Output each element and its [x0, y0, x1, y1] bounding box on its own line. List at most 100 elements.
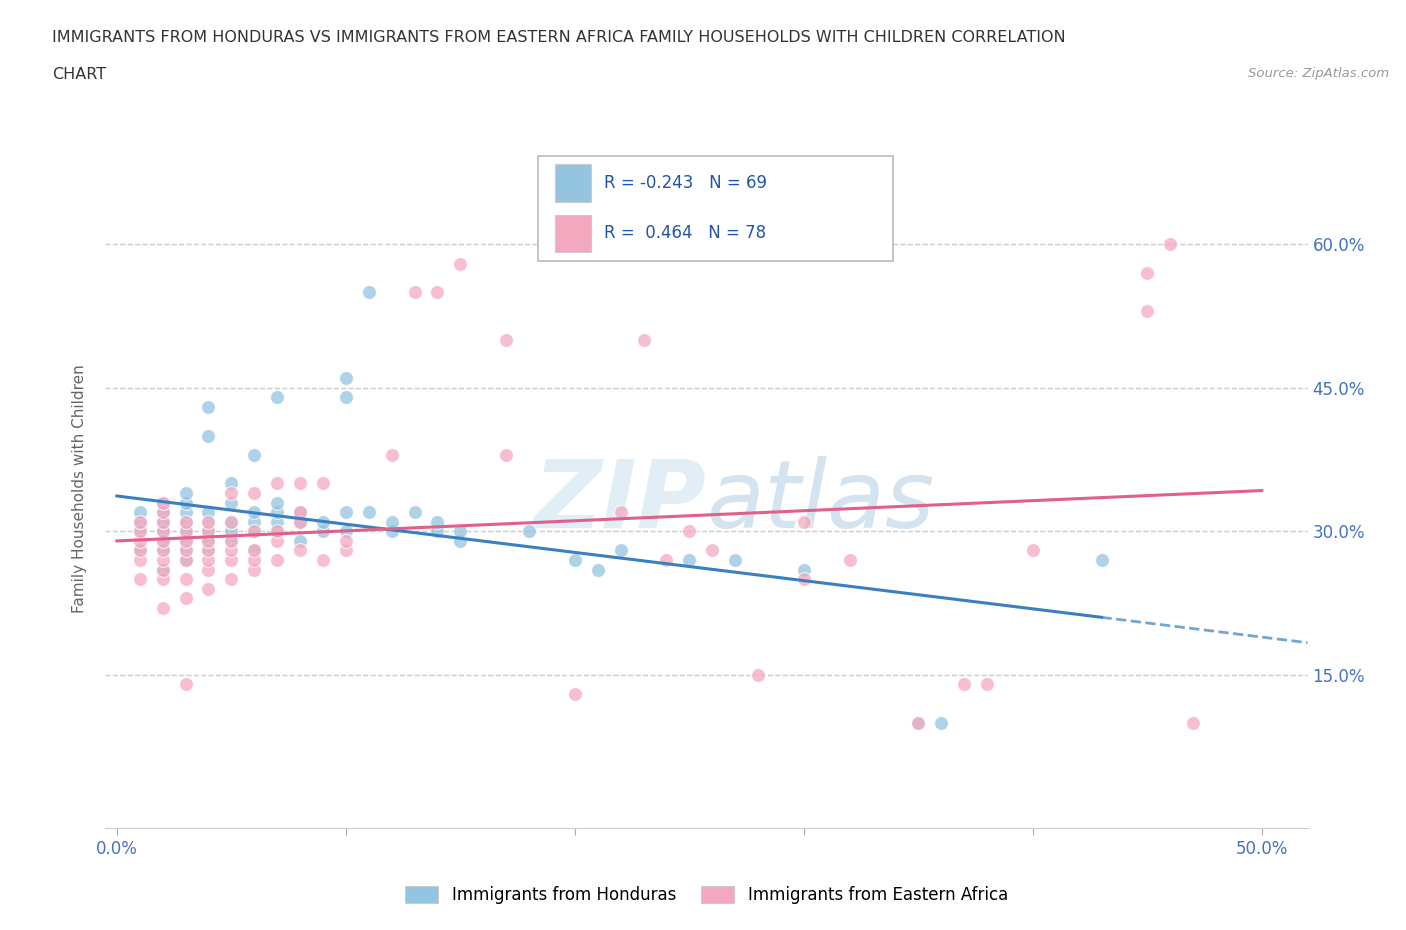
Point	[976, 677, 998, 692]
Point	[357, 285, 380, 299]
Point	[152, 543, 174, 558]
Point	[152, 524, 174, 538]
Point	[266, 390, 288, 405]
Point	[953, 677, 976, 692]
Point	[312, 476, 335, 491]
Point	[1136, 266, 1159, 281]
Point	[678, 552, 700, 567]
Point	[243, 514, 266, 529]
Text: Source: ZipAtlas.com: Source: ZipAtlas.com	[1249, 67, 1389, 80]
Point	[838, 552, 860, 567]
Point	[128, 514, 150, 529]
Point	[197, 534, 219, 549]
Point	[221, 534, 243, 549]
Point	[152, 543, 174, 558]
Point	[404, 505, 426, 520]
Point	[152, 562, 174, 577]
Point	[243, 562, 266, 577]
Point	[221, 543, 243, 558]
Point	[1136, 304, 1159, 319]
Text: ZIP: ZIP	[534, 456, 707, 548]
Point	[174, 543, 197, 558]
Point	[655, 552, 678, 567]
Point	[266, 552, 288, 567]
Text: R =  0.464   N = 78: R = 0.464 N = 78	[605, 224, 766, 243]
Point	[197, 534, 219, 549]
Point	[1022, 543, 1045, 558]
Point	[288, 534, 311, 549]
Point	[221, 495, 243, 510]
Point	[678, 524, 700, 538]
Point	[702, 543, 724, 558]
Point	[197, 552, 219, 567]
Point	[128, 524, 150, 538]
Point	[128, 524, 150, 538]
Point	[174, 534, 197, 549]
Point	[152, 505, 174, 520]
Point	[221, 514, 243, 529]
Point	[174, 495, 197, 510]
Point	[564, 552, 586, 567]
Point	[197, 428, 219, 443]
Point	[449, 534, 471, 549]
Point	[266, 514, 288, 529]
Point	[152, 514, 174, 529]
Text: IMMIGRANTS FROM HONDURAS VS IMMIGRANTS FROM EASTERN AFRICA FAMILY HOUSEHOLDS WIT: IMMIGRANTS FROM HONDURAS VS IMMIGRANTS F…	[52, 30, 1066, 45]
Point	[266, 524, 288, 538]
Point	[128, 514, 150, 529]
Point	[221, 476, 243, 491]
Point	[174, 514, 197, 529]
FancyBboxPatch shape	[538, 155, 893, 260]
Point	[221, 524, 243, 538]
Bar	[555, 165, 591, 202]
Point	[174, 485, 197, 500]
Point	[174, 552, 197, 567]
Text: atlas: atlas	[707, 457, 935, 548]
Point	[243, 524, 266, 538]
Point	[495, 333, 517, 348]
Point	[197, 524, 219, 538]
Point	[221, 485, 243, 500]
Point	[793, 562, 815, 577]
Point	[335, 534, 357, 549]
Point	[128, 534, 150, 549]
Point	[197, 562, 219, 577]
Point	[609, 505, 631, 520]
Point	[174, 505, 197, 520]
Point	[197, 581, 219, 596]
Point	[426, 285, 449, 299]
Point	[426, 514, 449, 529]
Point	[288, 514, 311, 529]
Point	[335, 505, 357, 520]
Point	[152, 534, 174, 549]
Point	[449, 524, 471, 538]
Point	[381, 514, 404, 529]
Point	[197, 514, 219, 529]
Point	[174, 572, 197, 587]
Point	[174, 591, 197, 605]
Point	[381, 447, 404, 462]
Point	[747, 667, 769, 682]
Point	[174, 524, 197, 538]
Point	[266, 534, 288, 549]
Point	[335, 390, 357, 405]
Point	[221, 552, 243, 567]
Point	[128, 505, 150, 520]
Point	[1159, 237, 1181, 252]
Point	[243, 485, 266, 500]
Point	[449, 256, 471, 271]
Point	[907, 715, 929, 730]
Point	[288, 543, 311, 558]
Point	[426, 524, 449, 538]
Point	[609, 543, 631, 558]
Point	[243, 543, 266, 558]
Point	[288, 514, 311, 529]
Point	[152, 495, 174, 510]
Text: R = -0.243   N = 69: R = -0.243 N = 69	[605, 174, 768, 192]
Point	[152, 552, 174, 567]
Point	[128, 543, 150, 558]
Point	[243, 447, 266, 462]
Point	[197, 543, 219, 558]
Point	[586, 562, 609, 577]
Point	[128, 552, 150, 567]
